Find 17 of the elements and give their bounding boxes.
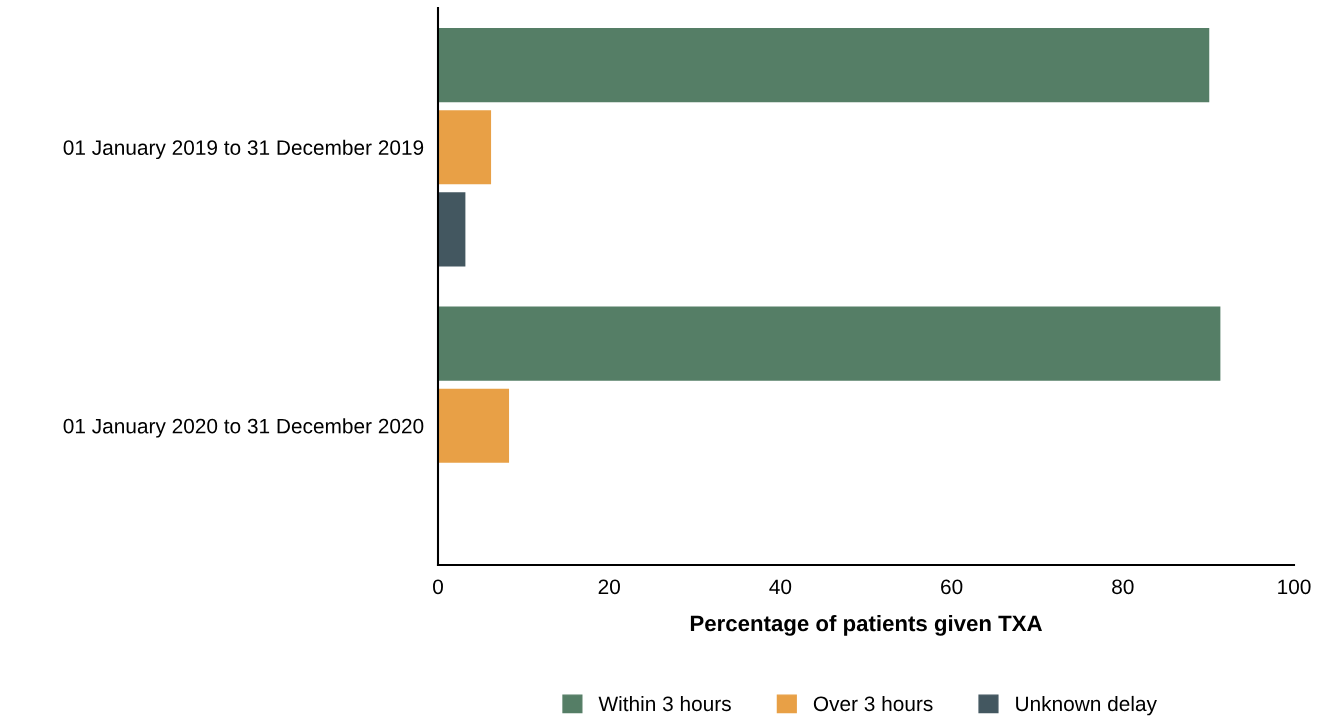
x-tick-label: 60 [941, 579, 963, 595]
x-tick-label: 0 [433, 579, 443, 595]
legend-label: Within 3 hours [598, 695, 731, 712]
bar [438, 28, 1210, 103]
x-tick-label: 100 [1278, 579, 1311, 595]
x-axis-title: Percentage of patients given TXA [690, 614, 1043, 636]
legend-label: Unknown delay [1016, 695, 1157, 716]
bar [438, 306, 1221, 381]
y-tick-label: 01 January 2019 to 31 December 2019 [63, 139, 424, 160]
bar [438, 192, 466, 267]
legend-label: Over 3 hours [813, 695, 933, 712]
bar [438, 388, 510, 463]
x-tick-label: 80 [1112, 579, 1134, 595]
x-tick-label: 20 [598, 579, 620, 595]
bar [438, 110, 492, 185]
x-tick-label: 40 [769, 579, 792, 595]
y-tick-label: 01 January 2020 to 31 December 2020 [63, 418, 424, 438]
